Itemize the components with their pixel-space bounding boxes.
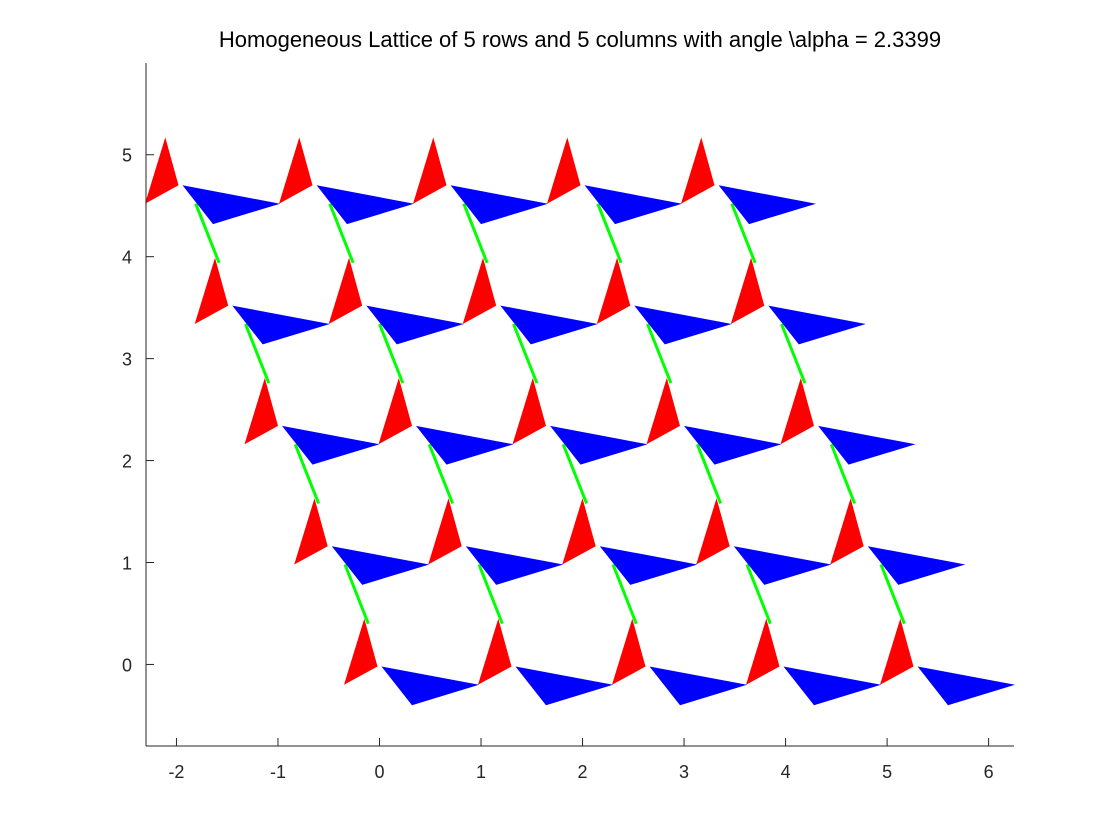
y-tick-label: 2: [122, 452, 132, 472]
red-triangle: [462, 257, 497, 324]
red-triangle: [294, 498, 328, 565]
y-ticks: 0 1 2 3 4 5: [122, 146, 154, 675]
blue-triangle: [867, 546, 966, 585]
green-hinge-line: [244, 323, 271, 384]
y-tick-label: 5: [122, 146, 132, 166]
blue-triangle: [416, 425, 514, 465]
green-hinge-line: [293, 443, 320, 504]
red-triangle: [478, 618, 512, 685]
green-hinge-line: [462, 203, 489, 264]
blue-triangle: [550, 425, 648, 465]
blue-triangle: [316, 185, 414, 225]
blue-triangle: [917, 666, 1015, 706]
red-triangle: [244, 378, 278, 445]
blue-triangle: [182, 185, 280, 225]
x-tick-label: 1: [476, 762, 486, 782]
blue-triangle: [768, 305, 866, 345]
red-triangle: [428, 498, 462, 565]
red-triangle: [612, 618, 646, 685]
blue-triangle: [584, 185, 682, 225]
blue-triangle: [634, 305, 732, 345]
red-triangle: [344, 618, 378, 685]
blue-triangle: [282, 425, 380, 465]
axes: [145, 63, 1014, 747]
y-tick-label: 1: [122, 554, 132, 574]
blue-triangle: [381, 666, 479, 706]
red-triangle: [746, 618, 780, 685]
red-triangle: [512, 378, 546, 445]
green-hinge-line: [328, 203, 355, 264]
green-hinge-line: [745, 563, 772, 625]
green-hinge-line: [477, 563, 504, 625]
green-hinge-line: [343, 563, 370, 625]
x-ticks: -2 -1 0 1 2 3 4 5 6: [168, 738, 994, 782]
green-hinge-line: [695, 443, 722, 504]
blue-triangle: [599, 546, 698, 585]
green-hinge-line: [427, 443, 454, 504]
y-tick-label: 3: [122, 350, 132, 370]
green-hinge-line: [611, 563, 638, 625]
blue-triangle: [465, 546, 564, 585]
blue-triangle: [450, 185, 548, 225]
red-triangle: [279, 137, 313, 204]
red-triangle: [880, 618, 914, 685]
y-tick-label: 0: [122, 655, 132, 675]
red-triangle: [830, 498, 864, 565]
blue-triangle: [684, 425, 782, 465]
red-triangle: [780, 378, 814, 445]
blue-triangle: [733, 546, 832, 585]
green-hinge-line: [194, 203, 221, 264]
y-tick-label: 4: [122, 248, 132, 268]
red-triangle: [547, 137, 581, 204]
red-triangle: [413, 137, 447, 204]
red-triangle: [328, 257, 363, 324]
x-tick-label: -1: [270, 762, 286, 782]
x-tick-label: 2: [578, 762, 588, 782]
blue-triangle: [232, 305, 330, 345]
red-triangle: [681, 137, 715, 204]
blue-triangle: [366, 305, 464, 345]
blue-triangle: [649, 666, 747, 706]
red-triangle: [646, 378, 680, 445]
green-hinge-line: [596, 203, 623, 264]
x-tick-label: 6: [984, 762, 994, 782]
green-hinge-line: [829, 443, 856, 504]
green-hinge-line: [512, 323, 539, 384]
blue-triangle: [515, 666, 613, 706]
green-hinge-line: [378, 323, 405, 384]
x-tick-label: 0: [374, 762, 384, 782]
red-triangle: [378, 378, 412, 445]
blue-triangle: [718, 185, 816, 225]
green-hinge-line: [879, 563, 906, 625]
red-triangle: [194, 257, 229, 324]
x-tick-label: 4: [781, 762, 791, 782]
red-triangle: [596, 257, 631, 324]
red-triangle: [696, 498, 730, 565]
chart-title: Homogeneous Lattice of 5 rows and 5 colu…: [219, 27, 941, 52]
blue-triangle: [500, 305, 598, 345]
green-hinge-line: [780, 323, 807, 384]
blue-triangle: [818, 425, 916, 465]
x-tick-label: 5: [882, 762, 892, 782]
x-tick-label: 3: [679, 762, 689, 782]
x-tick-label: -2: [168, 762, 184, 782]
plot-area: [145, 137, 1015, 706]
red-triangle: [730, 257, 765, 324]
blue-triangle: [783, 666, 881, 706]
blue-triangle: [331, 546, 430, 585]
green-hinge-line: [730, 203, 757, 264]
green-hinge-line: [646, 323, 673, 384]
red-triangle: [562, 498, 596, 565]
green-hinge-line: [561, 443, 588, 504]
red-triangle: [145, 137, 179, 204]
